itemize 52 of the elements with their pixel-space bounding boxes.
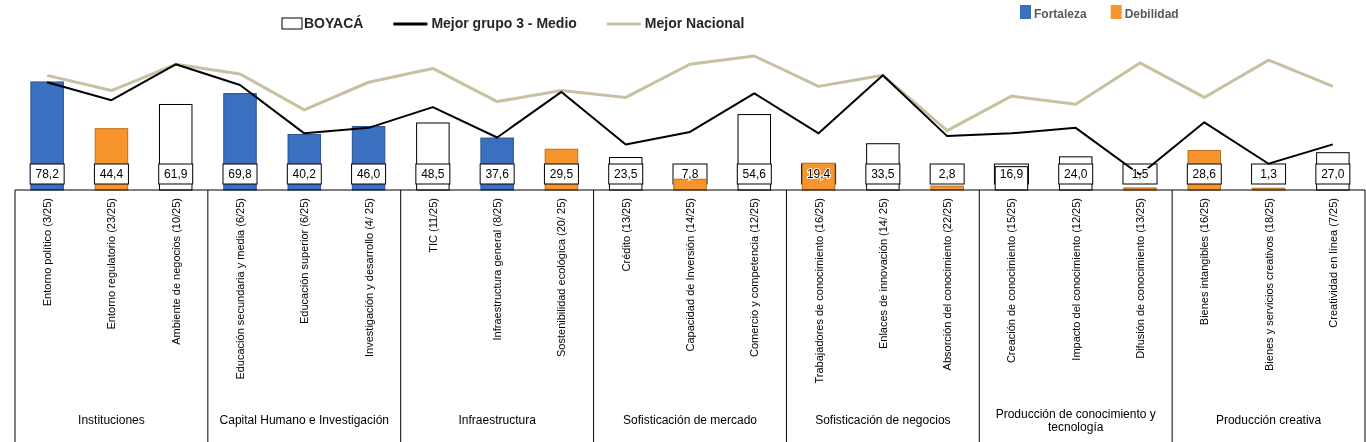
x-tick-label: Ambiente de negocios (10/25) (169, 198, 182, 345)
x-tick-label: Creatividad en línea (7/25) (1326, 198, 1339, 328)
data-label: 29,5 (549, 167, 574, 181)
x-tick-label: Educación secundaria y media (6/25) (234, 198, 246, 380)
x-tick-label: Entorno regulatorio (23/25) (105, 198, 118, 330)
data-label: 48,5 (421, 167, 445, 181)
data-label: 7,8 (681, 167, 699, 181)
legend-label: Fortaleza (1034, 7, 1088, 21)
data-label: 46,0 (356, 167, 381, 181)
x-tick-label: Investigación y desarrollo (4/ 25) (362, 198, 375, 357)
data-label: 19,4 (806, 167, 831, 181)
x-tick-label: Bienes y servicios creativos (18/25) (1262, 198, 1275, 372)
data-label: 1,3 (1260, 167, 1278, 181)
x-tick-label: Sostenibilidad ecológica (20/ 25) (555, 198, 568, 357)
x-tick-label: Enlaces de innovación (14/ 25) (876, 198, 889, 350)
text: Instituciones (78, 413, 145, 427)
data-label: 27,0 (1321, 167, 1345, 181)
data-label: 40,2 (292, 167, 317, 181)
data-label: 33,5 (871, 167, 895, 181)
legend-label: Mejor grupo 3 - Medio (431, 15, 577, 31)
legend-label: Debilidad (1124, 7, 1179, 21)
x-tick-label: Impacto del conocimiento (12/25) (1069, 198, 1082, 361)
x-tick-label: Educación superior (6/25) (298, 198, 311, 324)
data-label: 61,9 (164, 167, 188, 181)
text: Producción creativa (1215, 413, 1322, 427)
x-tick-label: Entorno político (3/25) (41, 198, 54, 307)
text: Capital Humano e Investigación (219, 413, 389, 427)
text: Producción de conocimiento y tecnología (995, 407, 1156, 434)
x-tick-label: Absorción del conocimiento (22/25) (941, 198, 954, 371)
text: Infraestructura (458, 413, 537, 427)
x-tick-label: Infraestructura general (8/25) (491, 198, 504, 341)
data-label: 2,8 (938, 167, 956, 181)
text: Sofisticación de mercado (622, 413, 758, 427)
data-label: 24,0 (1064, 167, 1088, 181)
legend-label: Mejor Nacional (644, 15, 745, 31)
data-label: 69,8 (228, 167, 252, 181)
x-tick-label: Comercio y competencia (12/25) (748, 198, 761, 357)
x-tick-label: Trabajadores de conocimiento (16/25) (812, 198, 825, 384)
data-label: 54,6 (742, 167, 767, 181)
x-tick-label: Crédito (13/25) (619, 198, 632, 272)
data-label: 28,6 (1192, 167, 1217, 181)
x-tick-label: Creación de conocimiento (15/25) (1005, 198, 1018, 364)
x-tick-label: Bienes intangibles (16/25) (1198, 198, 1211, 326)
data-label: 23,5 (614, 167, 638, 181)
data-label: 37,6 (485, 167, 510, 181)
text: Sofisticación de negocios (815, 413, 951, 427)
x-tick-label: Difusión de conocimiento (13/25) (1134, 198, 1146, 359)
data-label: 78,2 (35, 167, 60, 181)
x-tick-label: TIC (11/25) (426, 198, 439, 253)
legend-label: BOYACÁ (304, 15, 364, 31)
x-tick-label: Capacidad de Inversión (14/25) (684, 198, 696, 352)
data-label: 44,4 (99, 167, 124, 181)
